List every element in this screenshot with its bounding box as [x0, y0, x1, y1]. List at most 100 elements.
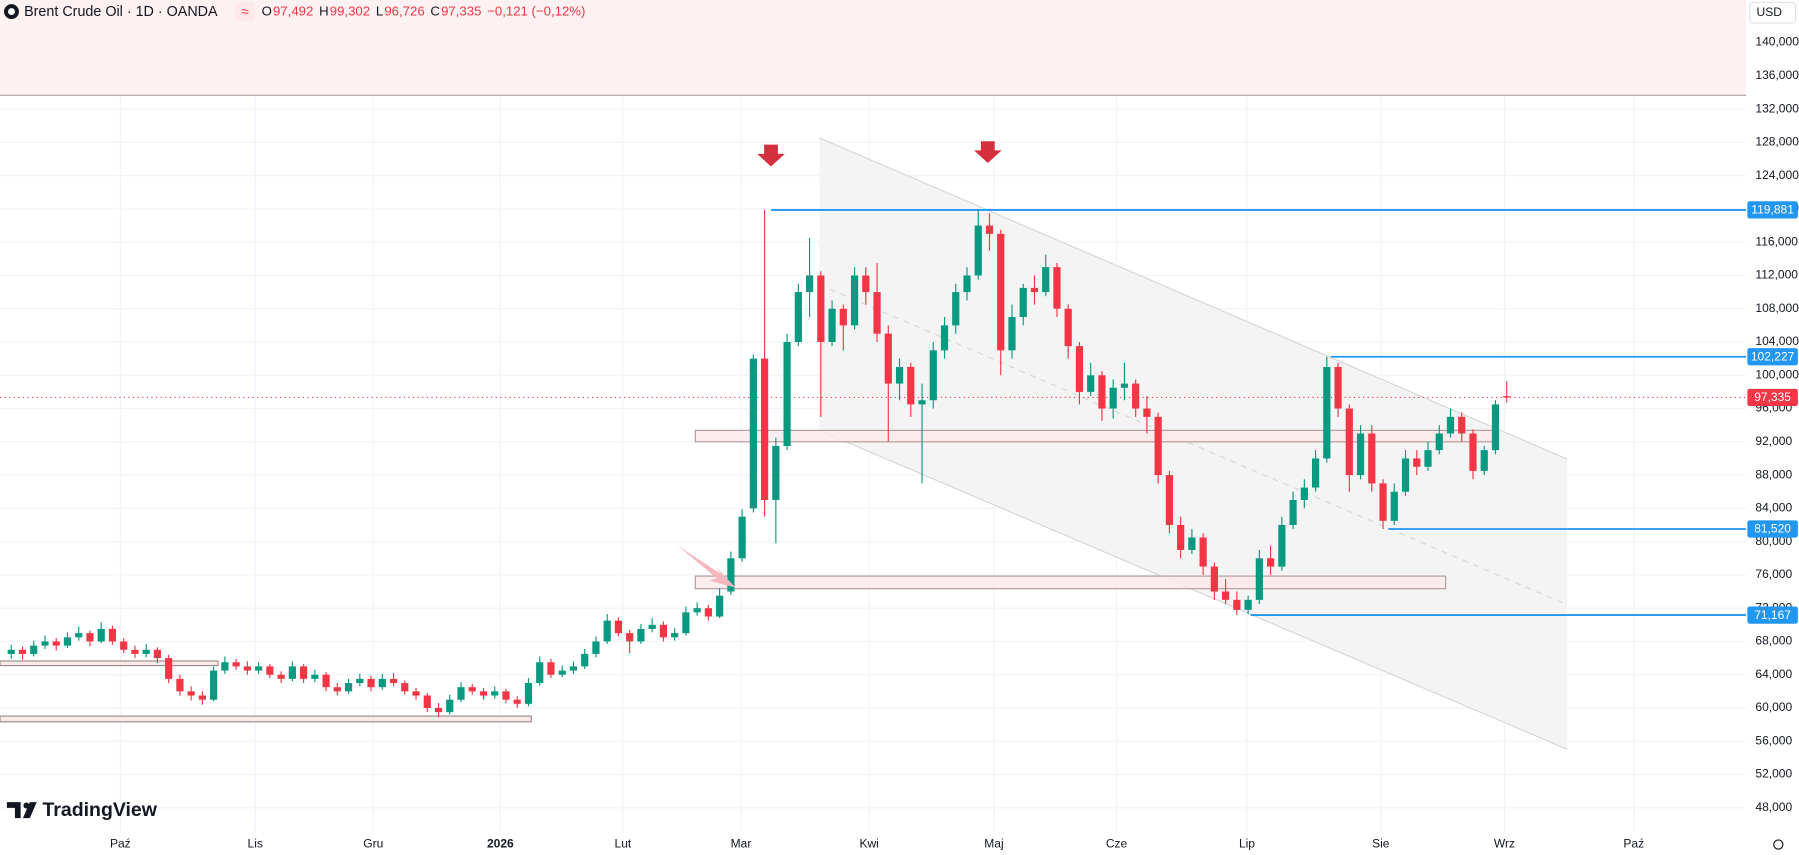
candle-body	[52, 641, 60, 646]
channel-fill	[819, 137, 1568, 750]
currency-button[interactable]	[1749, 1, 1797, 24]
candle-body	[333, 687, 341, 692]
candle-body	[659, 624, 668, 638]
x-tick-label: Cze	[1106, 837, 1128, 851]
candle-body	[828, 308, 836, 342]
candle-body	[63, 637, 72, 646]
candle-body	[1030, 287, 1039, 293]
arrow-down	[974, 141, 1002, 164]
zone-box	[0, 715, 532, 723]
candle-body	[569, 666, 578, 671]
y-tick-label: 104,000	[1755, 334, 1799, 348]
x-tick-label: Lip	[1239, 837, 1255, 851]
candle-body	[1188, 537, 1196, 550]
candle-body	[1132, 383, 1140, 409]
candle-body	[1278, 524, 1286, 567]
candle-body	[918, 400, 926, 405]
change: −0,121 (−0,12%)	[487, 4, 585, 19]
channel-upper	[818, 137, 1568, 460]
alert-zone	[0, 0, 1747, 96]
candle-body	[41, 641, 49, 646]
x-tick-label: Lut	[615, 837, 632, 851]
candle-body	[1098, 375, 1106, 409]
candle-body	[1334, 366, 1342, 409]
candle-body	[839, 308, 847, 326]
y-tick-label: 116,000	[1755, 234, 1798, 248]
candle-body	[513, 699, 521, 704]
candle-body	[176, 678, 184, 692]
x-tick-label: Paź	[1623, 837, 1644, 851]
candle-body	[1435, 433, 1443, 451]
candle-body	[1255, 558, 1263, 600]
candle-body	[1120, 383, 1129, 388]
y-tick-label: 52,000	[1755, 767, 1792, 781]
y-tick-label: 108,000	[1755, 301, 1799, 315]
indicator-badge	[235, 2, 255, 21]
candle-body	[1469, 433, 1477, 471]
y-tick-label: 56,000	[1755, 733, 1792, 747]
y-tick-label: 88,000	[1755, 467, 1792, 481]
candle-body	[1075, 346, 1084, 392]
candle-body	[1491, 404, 1500, 451]
candle-body	[704, 608, 712, 617]
ohlc-value: 97,492	[273, 4, 313, 19]
candle-body	[255, 666, 263, 671]
level-label: 119,881	[1751, 203, 1794, 217]
indicator-badge-icon: ≈	[241, 4, 249, 19]
ohlc-key: H	[319, 4, 329, 19]
candle-body	[1008, 317, 1016, 351]
x-tick-label: Wrz	[1494, 837, 1515, 851]
x-tick-label: Kwi	[859, 837, 878, 851]
settings-icon[interactable]	[1773, 839, 1784, 850]
candles	[7, 209, 1511, 718]
currency[interactable]: USD	[1757, 5, 1783, 19]
y-tick-label: 132,000	[1755, 101, 1799, 115]
candle-body	[165, 658, 173, 679]
candle-body	[547, 662, 555, 675]
candle-body	[142, 649, 150, 654]
candle-body	[434, 707, 443, 713]
candle-body	[558, 670, 566, 675]
y-tick-label: 100,000	[1755, 367, 1799, 381]
candle-body	[884, 333, 892, 384]
candle-body	[468, 687, 476, 692]
candle-body	[1390, 491, 1398, 521]
last-price-label: 97,335	[1754, 390, 1791, 404]
candle-body	[648, 624, 656, 629]
candle-body	[592, 641, 600, 654]
x-tick-label: Gru	[363, 837, 383, 851]
ohlc: O 97,492 H 99,302 L 96,726 C 97,335 −0,121 (−0,1…	[262, 4, 586, 19]
candle-body	[277, 674, 285, 679]
candle-body	[805, 275, 814, 293]
candle-body	[412, 691, 420, 696]
y-tick-label: 124,000	[1755, 168, 1799, 182]
candle-body	[1458, 416, 1466, 434]
candle-body	[1289, 500, 1297, 525]
candle-body	[1266, 558, 1275, 567]
y-tick-label: 68,000	[1755, 634, 1792, 648]
candle-body	[198, 695, 206, 700]
candle-body	[997, 233, 1005, 351]
candle-body	[86, 633, 94, 642]
y-tick-label: 64,000	[1755, 667, 1792, 681]
candle-body	[311, 674, 319, 679]
candle-body	[1480, 450, 1488, 471]
candle-body	[1311, 458, 1320, 488]
candle-body	[322, 674, 330, 688]
candle-body	[637, 628, 645, 642]
candle-body	[1401, 458, 1410, 492]
candle-body	[693, 608, 701, 613]
x-tick-label: Lis	[248, 837, 263, 851]
price-axis	[1746, 0, 1799, 855]
y-tick-label: 48,000	[1755, 800, 1792, 814]
candle-body	[221, 662, 229, 671]
candle-body	[210, 670, 218, 700]
candle-body	[491, 691, 499, 696]
candle-body	[1503, 396, 1511, 398]
candle-body	[243, 666, 251, 671]
level-label: 81,520	[1754, 522, 1791, 536]
candle-body	[1368, 433, 1376, 484]
candle-body	[1233, 599, 1241, 610]
